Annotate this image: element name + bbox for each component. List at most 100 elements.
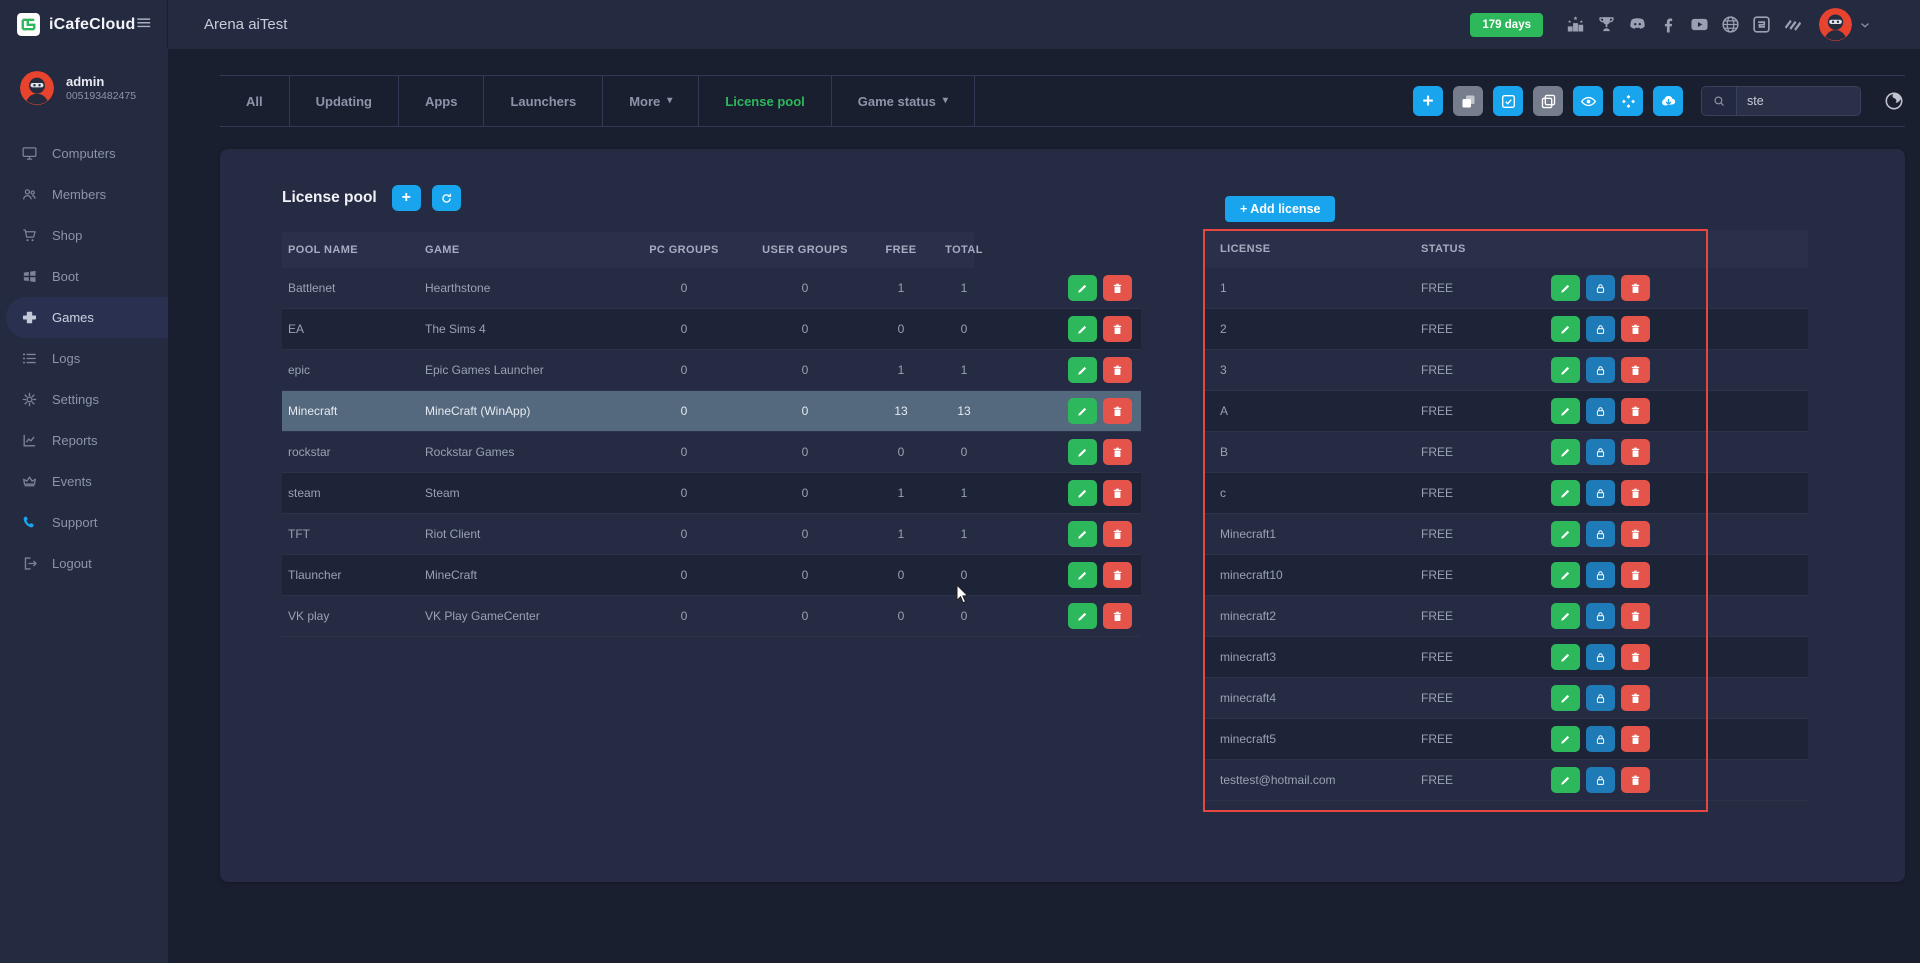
- delete-license-button[interactable]: [1621, 644, 1650, 670]
- add-pool-button[interactable]: +: [391, 185, 421, 211]
- delete-license-button[interactable]: [1621, 275, 1650, 301]
- edit-license-button[interactable]: [1551, 726, 1580, 752]
- pool-table-row[interactable]: steam Steam 0 0 1 1: [282, 473, 1141, 514]
- license-days-badge[interactable]: 179 days: [1470, 12, 1543, 37]
- add-button[interactable]: +: [1413, 86, 1443, 116]
- lock-license-button[interactable]: [1586, 316, 1615, 342]
- delete-license-button[interactable]: [1621, 480, 1650, 506]
- chevron-down-icon[interactable]: [1858, 18, 1872, 32]
- edit-license-button[interactable]: [1551, 357, 1580, 383]
- sidebar-item-boot[interactable]: Boot: [0, 256, 168, 297]
- cloud-download-button[interactable]: [1653, 86, 1683, 116]
- discord-icon[interactable]: [1627, 14, 1648, 35]
- globe-filter-icon[interactable]: [1883, 90, 1905, 112]
- edit-pool-button[interactable]: [1068, 398, 1097, 424]
- license-table-row[interactable]: minecraft10 FREE: [1203, 555, 1808, 596]
- sidebar-item-logs[interactable]: Logs: [0, 338, 168, 379]
- tab-apps[interactable]: Apps: [399, 76, 485, 126]
- edit-pool-button[interactable]: [1068, 603, 1097, 629]
- delete-license-button[interactable]: [1621, 562, 1650, 588]
- layers-brand-icon[interactable]: [1782, 14, 1803, 35]
- edit-pool-button[interactable]: [1068, 439, 1097, 465]
- delete-pool-button[interactable]: [1103, 398, 1132, 424]
- license-table-row[interactable]: testtest@hotmail.com FREE: [1203, 760, 1808, 801]
- sidebar-item-shop[interactable]: Shop: [0, 215, 168, 256]
- license-table-row[interactable]: c FREE: [1203, 473, 1808, 514]
- pool-table-row[interactable]: rockstar Rockstar Games 0 0 0 0: [282, 432, 1141, 473]
- search-input[interactable]: [1737, 94, 1860, 108]
- delete-license-button[interactable]: [1621, 603, 1650, 629]
- edit-license-button[interactable]: [1551, 767, 1580, 793]
- delete-pool-button[interactable]: [1103, 275, 1132, 301]
- lock-license-button[interactable]: [1586, 603, 1615, 629]
- search-box[interactable]: [1701, 86, 1861, 116]
- delete-license-button[interactable]: [1621, 439, 1650, 465]
- copy-filled-button[interactable]: [1453, 86, 1483, 116]
- pool-table-row[interactable]: Tlauncher MineCraft 0 0 0 0: [282, 555, 1141, 596]
- delete-pool-button[interactable]: [1103, 357, 1132, 383]
- sidebar-item-computers[interactable]: Computers: [0, 133, 168, 174]
- add-license-button[interactable]: + Add license: [1225, 196, 1336, 222]
- delete-license-button[interactable]: [1621, 357, 1650, 383]
- globe-icon[interactable]: [1720, 14, 1741, 35]
- edit-pool-button[interactable]: [1068, 521, 1097, 547]
- lock-license-button[interactable]: [1586, 767, 1615, 793]
- lock-license-button[interactable]: [1586, 439, 1615, 465]
- license-table-row[interactable]: Minecraft1 FREE: [1203, 514, 1808, 555]
- tab-launchers[interactable]: Launchers: [484, 76, 604, 126]
- license-table-row[interactable]: minecraft5 FREE: [1203, 719, 1808, 760]
- lock-license-button[interactable]: [1586, 521, 1615, 547]
- lock-license-button[interactable]: [1586, 275, 1615, 301]
- user-menu[interactable]: [1819, 8, 1872, 41]
- duplicate-button[interactable]: [1533, 86, 1563, 116]
- lock-license-button[interactable]: [1586, 357, 1615, 383]
- delete-license-button[interactable]: [1621, 521, 1650, 547]
- license-table-row[interactable]: A FREE: [1203, 391, 1808, 432]
- lock-license-button[interactable]: [1586, 644, 1615, 670]
- edit-license-button[interactable]: [1551, 398, 1580, 424]
- sidebar-item-games[interactable]: Games: [6, 297, 168, 338]
- lock-license-button[interactable]: [1586, 726, 1615, 752]
- tab-all[interactable]: All: [220, 76, 290, 126]
- edit-license-button[interactable]: [1551, 439, 1580, 465]
- delete-license-button[interactable]: [1621, 767, 1650, 793]
- delete-license-button[interactable]: [1621, 316, 1650, 342]
- categories-button[interactable]: [1613, 86, 1643, 116]
- tab-more[interactable]: More ▾: [603, 76, 700, 126]
- hamburger-menu-icon[interactable]: [135, 14, 153, 36]
- lock-license-button[interactable]: [1586, 480, 1615, 506]
- license-table-row[interactable]: minecraft3 FREE: [1203, 637, 1808, 678]
- pool-table-row[interactable]: epic Epic Games Launcher 0 0 1 1: [282, 350, 1141, 391]
- ranking-icon[interactable]: [1565, 14, 1586, 35]
- license-table-row[interactable]: 2 FREE: [1203, 309, 1808, 350]
- edit-license-button[interactable]: [1551, 275, 1580, 301]
- edit-license-button[interactable]: [1551, 685, 1580, 711]
- delete-license-button[interactable]: [1621, 398, 1650, 424]
- sidebar-item-members[interactable]: Members: [0, 174, 168, 215]
- delete-pool-button[interactable]: [1103, 603, 1132, 629]
- tab-updating[interactable]: Updating: [290, 76, 399, 126]
- sidebar-item-settings[interactable]: Settings: [0, 379, 168, 420]
- license-table-row[interactable]: 1 FREE: [1203, 268, 1808, 309]
- edit-license-button[interactable]: [1551, 316, 1580, 342]
- sidebar-item-events[interactable]: Events: [0, 461, 168, 502]
- delete-license-button[interactable]: [1621, 685, 1650, 711]
- license-table-row[interactable]: B FREE: [1203, 432, 1808, 473]
- lock-license-button[interactable]: [1586, 562, 1615, 588]
- pool-table-row[interactable]: EA The Sims 4 0 0 0 0: [282, 309, 1141, 350]
- tab-game-status[interactable]: Game status ▾: [832, 76, 975, 126]
- sidebar-item-support[interactable]: Support: [0, 502, 168, 543]
- user-avatar[interactable]: [20, 71, 54, 105]
- edit-pool-button[interactable]: [1068, 275, 1097, 301]
- pool-table-row[interactable]: Minecraft MineCraft (WinApp) 0 0 13 13: [282, 391, 1141, 432]
- avatar[interactable]: [1819, 8, 1852, 41]
- visibility-button[interactable]: [1573, 86, 1603, 116]
- edit-pool-button[interactable]: [1068, 562, 1097, 588]
- license-table-row[interactable]: minecraft2 FREE: [1203, 596, 1808, 637]
- pool-table-row[interactable]: Battlenet Hearthstone 0 0 1 1: [282, 268, 1141, 309]
- edit-pool-button[interactable]: [1068, 357, 1097, 383]
- delete-license-button[interactable]: [1621, 726, 1650, 752]
- edit-license-button[interactable]: [1551, 644, 1580, 670]
- lock-license-button[interactable]: [1586, 398, 1615, 424]
- license-table-row[interactable]: 3 FREE: [1203, 350, 1808, 391]
